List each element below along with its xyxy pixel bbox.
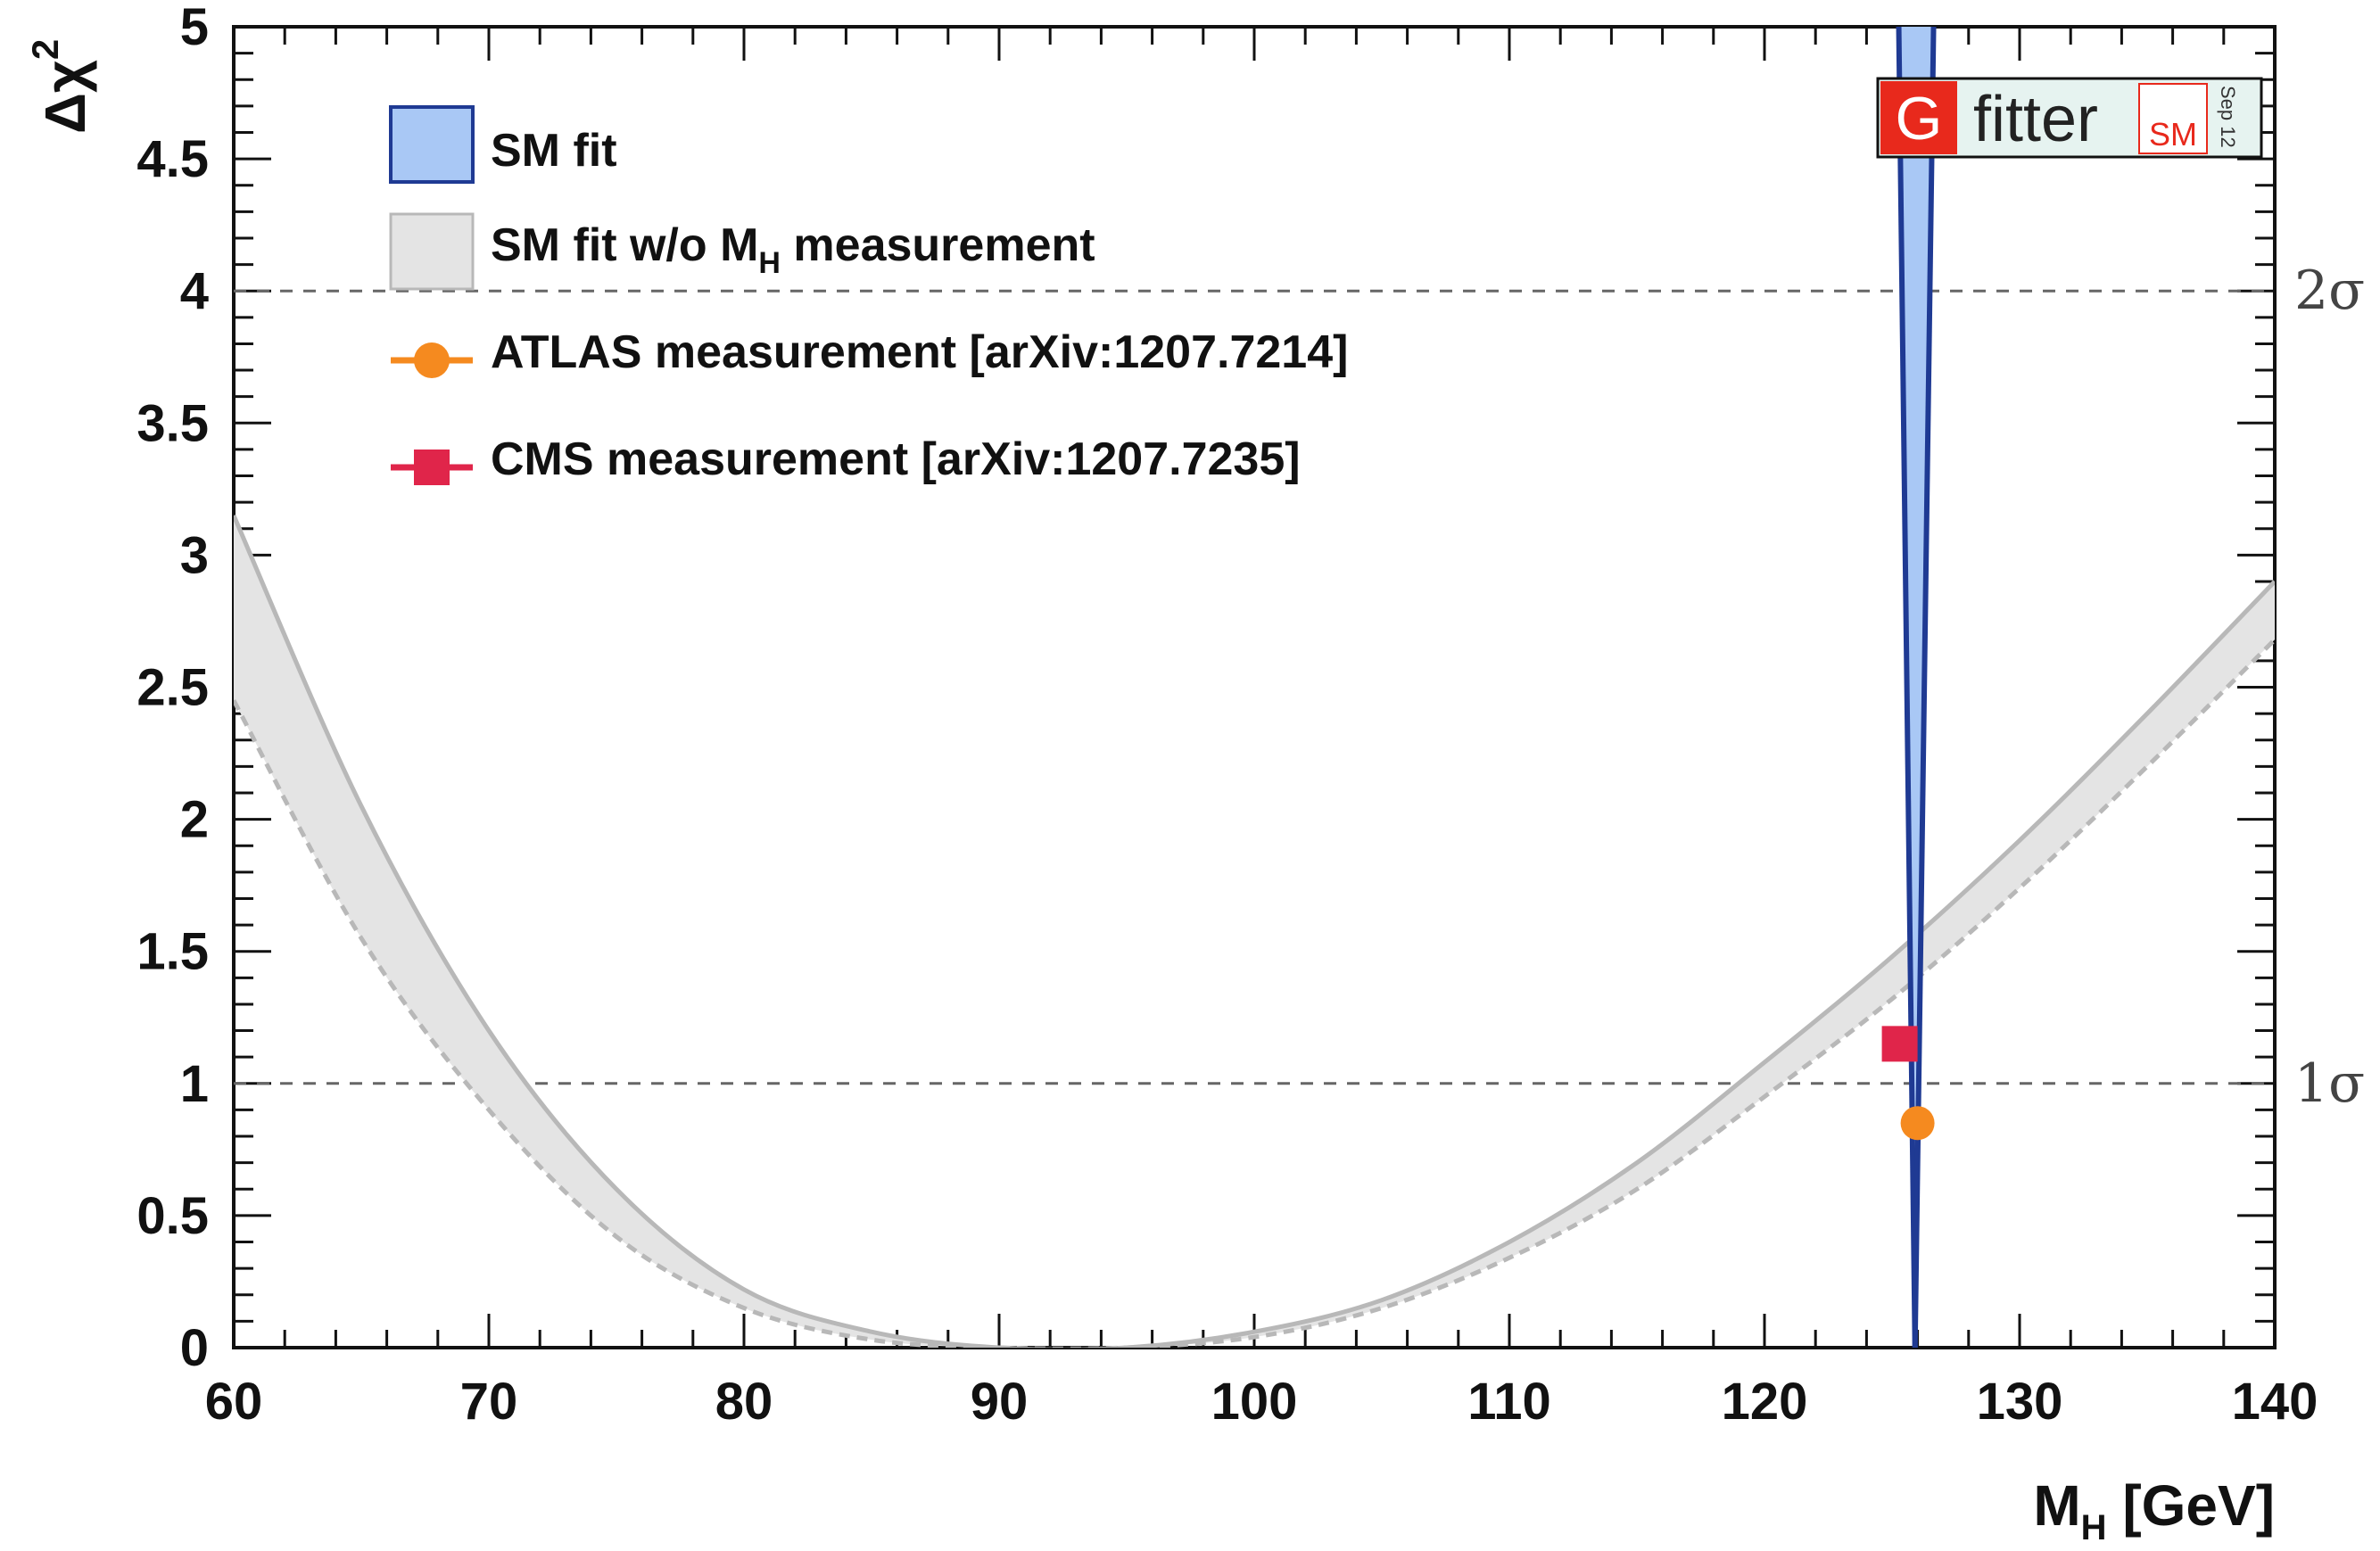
x-tick-label: 120 <box>1722 1373 1808 1431</box>
x-axis-title: MH [GeV] <box>2033 1473 2275 1547</box>
legend-entry-sm-fit: SM fit <box>389 105 617 184</box>
legend-label: SM fit <box>491 125 617 177</box>
logo-sm-text: SM <box>2149 116 2197 153</box>
x-tick-label: 110 <box>1467 1373 1551 1431</box>
y-tick-label: 3.5 <box>136 394 209 452</box>
x-tick-label: 100 <box>1211 1373 1298 1431</box>
reference-line-labels: 1σ 2σ <box>2294 260 2365 1115</box>
reference-line-label: 2σ <box>2294 260 2365 322</box>
legend-swatch-red-square <box>414 450 450 485</box>
legend-entry-sm-fit-without-mh: SM fit w/o MH measurement <box>389 212 1095 291</box>
logo-fitter-text: fitter <box>1973 84 2098 155</box>
y-tick-label: 1 <box>180 1055 209 1113</box>
series-sm-fit-band <box>1898 27 1934 1348</box>
cms-measurement-point <box>1881 1026 1918 1062</box>
logo-date-text: Sep 12 <box>2217 86 2239 148</box>
measurement-points <box>1881 1026 1935 1141</box>
logo-g-box <box>1880 81 1957 154</box>
y-tick-label: 0.5 <box>136 1187 209 1245</box>
y-tick-label: 2.5 <box>136 659 209 717</box>
legend-swatch-orange-circle <box>414 342 450 378</box>
logo-g-letter: G <box>1896 85 1943 153</box>
logo-sm-box <box>2138 83 2208 154</box>
legend-label: SM fit w/o MH measurement <box>491 219 1095 280</box>
y-tick-label: 4.5 <box>136 130 209 188</box>
x-tick-label: 60 <box>205 1373 263 1431</box>
y-tick-label: 5 <box>180 0 209 56</box>
y-tick-label: 2 <box>180 791 209 849</box>
x-tick-label: 70 <box>460 1373 518 1431</box>
x-tick-label: 90 <box>971 1373 1029 1431</box>
y-tick-labels: 0 0.5 1 1.5 2 2.5 3 3.5 4 4.5 5 <box>136 0 209 1377</box>
gfitter-logo: G fitter SM Sep 12 <box>1876 77 2263 159</box>
series-sm-fit-without-mh-lower-edge <box>234 638 2275 1348</box>
legend-label: CMS measurement [arXiv:1207.7235] <box>491 433 1301 485</box>
x-tick-labels: 60 70 80 90 100 110 120 130 140 <box>205 1373 2318 1431</box>
legend-entry-atlas: ATLAS measurement [arXiv:1207.7214] <box>391 326 1348 378</box>
x-tick-label: 80 <box>715 1373 773 1431</box>
reference-line-label: 1σ <box>2294 1052 2365 1115</box>
y-tick-label: 3 <box>180 526 209 584</box>
x-tick-label: 130 <box>1977 1373 2063 1431</box>
atlas-measurement-point <box>1900 1106 1935 1141</box>
x-tick-label: 140 <box>2232 1373 2318 1431</box>
y-tick-label: 4 <box>180 262 209 320</box>
y-tick-label: 1.5 <box>136 923 209 981</box>
legend-swatch-blue-box <box>389 105 475 184</box>
legend-swatch-gray-box <box>389 212 475 291</box>
legend-entry-cms: CMS measurement [arXiv:1207.7235] <box>391 433 1301 485</box>
legend: SM fit SM fit w/o MH measurement ATLAS m… <box>389 105 1348 485</box>
plot-frame <box>232 25 2277 1349</box>
reference-lines <box>234 289 2275 1085</box>
legend-label: ATLAS measurement [arXiv:1207.7214] <box>491 326 1348 378</box>
series-sm-fit-without-mh-upper-edge <box>234 514 2275 1348</box>
y-tick-label: 0 <box>180 1319 209 1377</box>
y-axis-title: Δχ2 <box>24 39 97 134</box>
